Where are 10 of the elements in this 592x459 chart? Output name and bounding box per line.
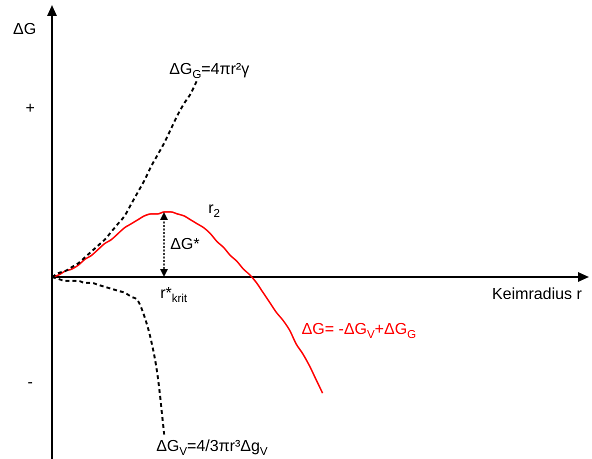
annotation: r$_{2}$	[208, 200, 220, 220]
series-label: ΔG$_{G}$=4πr²γ	[169, 60, 250, 82]
annotation: ΔG*	[170, 236, 200, 254]
series-label: ΔG$_{V}$=4/3πr³Δg$_{V}$	[156, 438, 268, 458]
text: -	[28, 374, 33, 392]
x-axis-title: Keimradius r	[492, 286, 582, 304]
y-axis-title: ΔG	[13, 21, 36, 39]
series-label: ΔG= -ΔG$_{V}$+ΔG$_{G}$	[302, 321, 416, 342]
text: +	[26, 100, 35, 118]
annotation: r*$_{krit}$	[160, 284, 188, 306]
